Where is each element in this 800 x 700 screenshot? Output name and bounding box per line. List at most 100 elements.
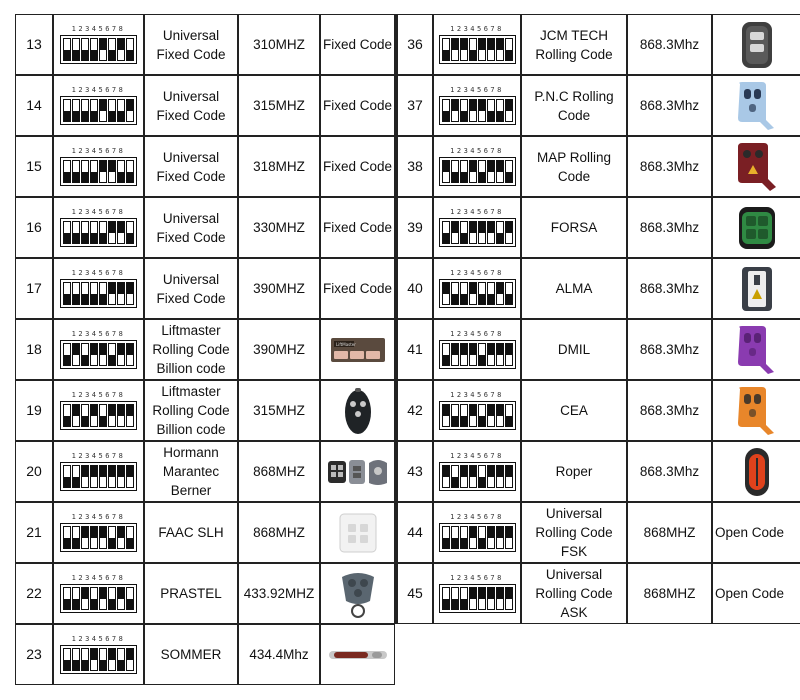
dip-switch-bottom bbox=[73, 110, 79, 121]
dip-switch-1 bbox=[63, 221, 71, 244]
dip-switch-5 bbox=[477, 99, 486, 122]
dip-switch-numbers: 12345678 bbox=[450, 86, 504, 94]
row-number-text: 41 bbox=[407, 341, 423, 357]
dip-switch-bottom bbox=[506, 538, 512, 549]
remote-image-cell bbox=[712, 14, 800, 75]
brand-cell-text: P.N.C Rolling Code bbox=[534, 88, 614, 123]
frequency-cell-text: 868.3Mhz bbox=[639, 37, 700, 52]
frequency-cell: 868.3Mhz bbox=[627, 380, 712, 441]
dip-switch-top bbox=[82, 649, 88, 660]
dip-switch: 12345678 bbox=[60, 574, 137, 613]
dip-switch-top bbox=[118, 100, 124, 111]
dip-switch-6 bbox=[108, 282, 116, 305]
dip-switch-bottom bbox=[82, 49, 88, 60]
dip-switch-block bbox=[60, 96, 137, 125]
row-number: 17 bbox=[15, 258, 53, 319]
dip-switch-bottom bbox=[73, 171, 79, 182]
remote-control-icon bbox=[736, 204, 778, 252]
dip-switch-bottom bbox=[452, 111, 458, 122]
dip-switch-6 bbox=[486, 282, 495, 305]
dip-switch-bottom bbox=[443, 416, 449, 427]
dip-switch-bottom bbox=[118, 538, 124, 549]
dip-switch-bottom bbox=[73, 416, 79, 427]
frequency-cell-text: 868.3Mhz bbox=[639, 464, 700, 479]
dip-switch-4 bbox=[90, 526, 98, 549]
dip-switch-bottom bbox=[487, 110, 494, 121]
remote-control-icon bbox=[734, 324, 780, 376]
dip-switch-1 bbox=[63, 465, 71, 488]
dip-switch-1 bbox=[63, 160, 71, 183]
dip-switch-numbers: 12345678 bbox=[450, 330, 504, 338]
dip-switch-bottom bbox=[100, 172, 106, 183]
dip-switch-6 bbox=[108, 160, 116, 183]
dip-switch-bottom bbox=[470, 294, 476, 305]
dip-switch-bottom bbox=[118, 599, 124, 610]
frequency-cell: 310MHZ bbox=[238, 14, 320, 75]
brand-cell-text: Universal Fixed Code bbox=[156, 88, 226, 123]
dip-switch-top bbox=[91, 39, 97, 50]
dip-switch-numbers: 12345678 bbox=[450, 25, 504, 33]
dip-switch-7 bbox=[117, 465, 125, 488]
dip-switch-cell: 12345678 bbox=[53, 624, 144, 685]
dip-switch-bottom bbox=[478, 537, 485, 548]
dip-switch-bottom bbox=[91, 293, 97, 304]
dip-switch-3 bbox=[459, 587, 468, 610]
dip-switch-5 bbox=[477, 221, 486, 244]
frequency-cell-text: 330MHZ bbox=[253, 220, 305, 235]
frequency-cell-text: 868MHZ bbox=[643, 525, 696, 540]
dip-switch-bottom bbox=[91, 477, 97, 488]
dip-switch-5 bbox=[477, 343, 486, 366]
dip-switch-4 bbox=[90, 221, 98, 244]
dip-switch-top bbox=[469, 527, 476, 538]
dip-switch-numbers: 12345678 bbox=[71, 330, 126, 338]
dip-switch-top bbox=[469, 466, 476, 477]
dip-switch-7 bbox=[495, 160, 504, 183]
dip-switch-2 bbox=[72, 343, 80, 366]
dip-switch-4 bbox=[90, 38, 98, 61]
frequency-cell-text: 433.92MHZ bbox=[243, 586, 315, 601]
dip-switch-top bbox=[496, 405, 503, 416]
dip-switch-block bbox=[438, 523, 516, 552]
brand-cell: MAP Rolling Code bbox=[521, 136, 627, 197]
remote-control-icon bbox=[740, 20, 774, 70]
brand-cell: Universal Fixed Code bbox=[144, 258, 238, 319]
brand-cell: Universal Fixed Code bbox=[144, 136, 238, 197]
dip-switch-7 bbox=[495, 587, 504, 610]
dip-switch-bottom bbox=[100, 538, 106, 549]
dip-switch-5 bbox=[477, 38, 486, 61]
dip-switch-2 bbox=[450, 160, 459, 183]
dip-switch-6 bbox=[486, 587, 495, 610]
dip-switch-5 bbox=[99, 160, 107, 183]
row-number-text: 21 bbox=[26, 524, 42, 540]
dip-switch-cell: 12345678 bbox=[433, 380, 521, 441]
dip-switch-cell: 12345678 bbox=[53, 319, 144, 380]
brand-cell-text: Universal Rolling Code ASK bbox=[535, 567, 613, 620]
dip-switch-bottom bbox=[478, 171, 485, 182]
dip-switch-top bbox=[82, 527, 88, 538]
dip-switch-1 bbox=[63, 38, 71, 61]
dip-switch-top bbox=[443, 344, 449, 355]
row-number: 13 bbox=[15, 14, 53, 75]
dip-switch-7 bbox=[495, 526, 504, 549]
dip-switch-block bbox=[60, 645, 137, 674]
remote-control-icon bbox=[338, 569, 378, 619]
dip-switch-bottom bbox=[91, 171, 97, 182]
code-type-cell: Fixed Code bbox=[320, 197, 395, 258]
frequency-cell-text: 868MHZ bbox=[253, 464, 305, 479]
dip-switch-top bbox=[64, 344, 70, 355]
code-type-cell-text: Fixed Code bbox=[322, 281, 393, 296]
dip-switch-8 bbox=[126, 648, 134, 671]
dip-switch-bottom bbox=[100, 477, 106, 488]
dip-switch-top bbox=[100, 649, 106, 660]
dip-switch-bottom bbox=[443, 294, 449, 305]
dip-switch-top bbox=[127, 39, 133, 50]
dip-switch-bottom bbox=[478, 415, 485, 426]
dip-switch-top bbox=[82, 39, 88, 50]
dip-switch-bottom bbox=[488, 233, 494, 244]
dip-switch-top bbox=[460, 466, 467, 477]
dip-switch-7 bbox=[117, 404, 125, 427]
frequency-cell: 868.3Mhz bbox=[627, 197, 712, 258]
brand-cell-text: Roper bbox=[555, 464, 593, 479]
dip-switch-bottom bbox=[479, 50, 485, 61]
dip-switch-4 bbox=[468, 465, 477, 488]
